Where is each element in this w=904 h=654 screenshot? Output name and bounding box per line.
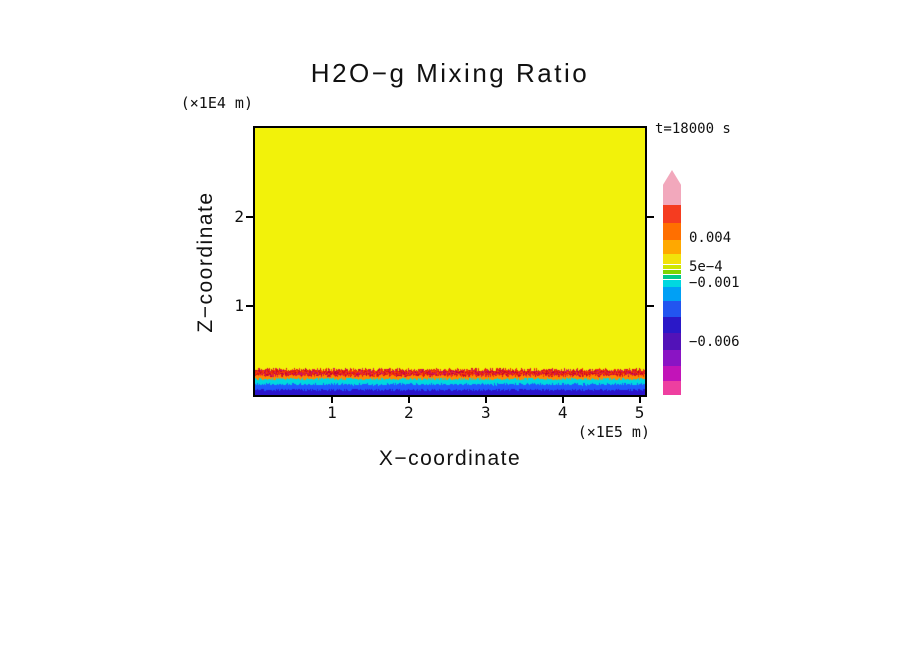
y-tick-mark xyxy=(246,216,253,218)
time-annotation: t=18000 s xyxy=(655,121,731,137)
colorbar-segment xyxy=(663,223,681,240)
colorbar-segment xyxy=(663,279,681,287)
plot-title: H2O−g Mixing Ratio xyxy=(250,58,650,89)
colorbar-segment xyxy=(663,381,681,395)
y-tick-mark-right xyxy=(647,216,654,218)
colorbar-tick-label: −0.001 xyxy=(689,275,740,291)
y-tick-label: 1 xyxy=(216,296,244,315)
colorbar-segment xyxy=(663,333,681,350)
colorbar-tick-label: −0.006 xyxy=(689,334,740,350)
colorbar-segment xyxy=(663,240,681,254)
colorbar-segment xyxy=(663,287,681,301)
colorbar-segment xyxy=(663,205,681,223)
x-axis-label: X−coordinate xyxy=(350,447,550,471)
x-tick-label: 4 xyxy=(548,403,578,422)
y-tick-label: 2 xyxy=(216,207,244,226)
heatmap-plot-area xyxy=(253,126,647,397)
x-tick-label: 1 xyxy=(317,403,347,422)
heatmap-canvas xyxy=(255,128,645,395)
y-axis-label: Z−coordinate xyxy=(194,191,218,332)
x-tick-label: 2 xyxy=(394,403,424,422)
colorbar-tick-label: 5e−4 xyxy=(689,259,723,275)
y-axis-units: (×1E4 m) xyxy=(140,94,253,112)
plot-page: H2O−g Mixing Ratio (×1E4 m) t=18000 s Z−… xyxy=(0,0,904,654)
colorbar-segment xyxy=(663,317,681,333)
y-tick-mark-right xyxy=(647,305,654,307)
x-tick-label: 3 xyxy=(471,403,501,422)
colorbar-segment xyxy=(663,350,681,366)
colorbar-segment xyxy=(663,254,681,264)
y-tick-mark xyxy=(246,305,253,307)
x-tick-label: 5 xyxy=(625,403,655,422)
colorbar-segment xyxy=(663,366,681,381)
x-axis-units: (×1E5 m) xyxy=(540,423,650,441)
colorbar-arrow-icon xyxy=(663,170,681,205)
colorbar-segment xyxy=(663,301,681,317)
colorbar-segments xyxy=(663,205,681,395)
colorbar-tick-label: 0.004 xyxy=(689,230,731,246)
